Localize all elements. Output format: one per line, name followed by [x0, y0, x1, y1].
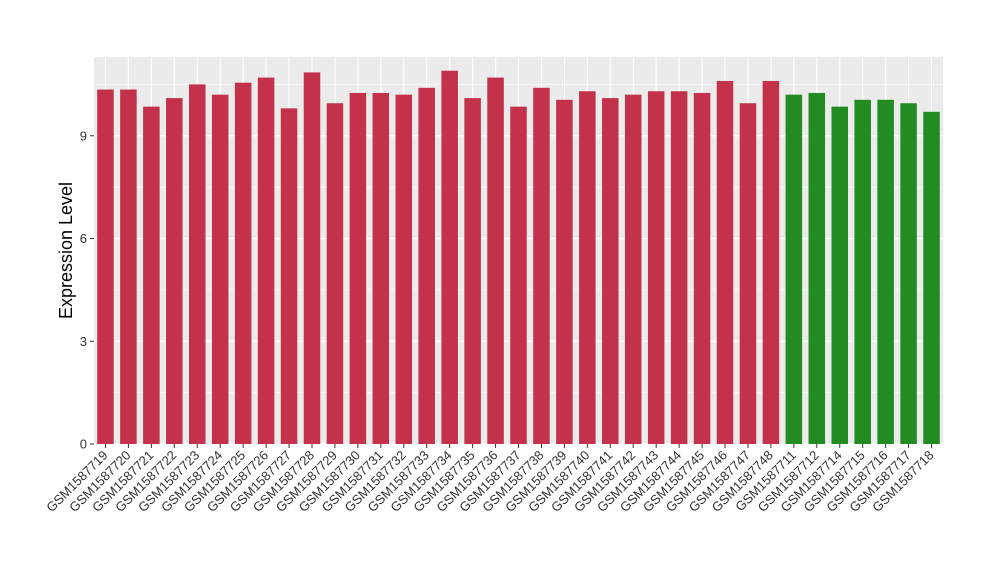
bar-GSM1587743	[647, 91, 665, 444]
bar-GSM1587721	[143, 106, 160, 444]
bars	[97, 70, 940, 445]
bar-GSM1587722	[166, 98, 183, 444]
bar-GSM1587724	[211, 94, 229, 444]
y-axis: 0 3 6 9	[80, 128, 94, 452]
bar-GSM1587745	[693, 92, 711, 444]
bar-GSM1587739	[556, 99, 573, 444]
bar-GSM1587714	[831, 106, 849, 444]
bar-GSM1587731	[372, 92, 390, 444]
y-tick-label: 3	[80, 334, 87, 349]
x-axis: GSM1587719GSM1587720GSM1587721GSM1587722…	[43, 444, 937, 515]
bar-GSM1587711	[785, 94, 803, 444]
bar-GSM1587741	[602, 98, 619, 444]
bar-GSM1587720	[120, 89, 137, 444]
bar-GSM1587725	[234, 82, 252, 444]
bar-GSM1587738	[533, 87, 550, 445]
bar-GSM1587728	[303, 72, 321, 445]
bar-GSM1587734	[441, 70, 458, 445]
bar-GSM1587718	[923, 111, 940, 445]
bar-GSM1587716	[877, 99, 894, 444]
bar-GSM1587744	[670, 91, 688, 444]
bar-GSM1587735	[464, 98, 481, 444]
bar-GSM1587726	[257, 77, 275, 444]
bar-GSM1587730	[349, 92, 367, 444]
y-tick-label: 6	[80, 231, 87, 246]
bar-GSM1587748	[762, 80, 780, 444]
bar-GSM1587737	[510, 106, 527, 444]
y-tick-label: 9	[80, 128, 87, 143]
bar-GSM1587719	[97, 89, 114, 444]
bar-GSM1587747	[739, 103, 757, 445]
bar-GSM1587712	[808, 92, 826, 444]
y-axis-title: Expression Level	[56, 182, 76, 319]
bar-GSM1587723	[188, 84, 206, 445]
bar-GSM1587740	[579, 91, 596, 444]
bar-GSM1587732	[395, 94, 413, 444]
bar-GSM1587717	[900, 103, 917, 445]
bar-GSM1587733	[418, 87, 435, 445]
bar-GSM1587746	[716, 80, 734, 444]
y-tick-label: 0	[80, 437, 87, 452]
bar-GSM1587715	[854, 99, 871, 444]
bar-GSM1587729	[326, 103, 344, 445]
bar-GSM1587742	[624, 94, 642, 444]
bar-GSM1587736	[487, 77, 504, 444]
bar-GSM1587727	[280, 108, 298, 445]
